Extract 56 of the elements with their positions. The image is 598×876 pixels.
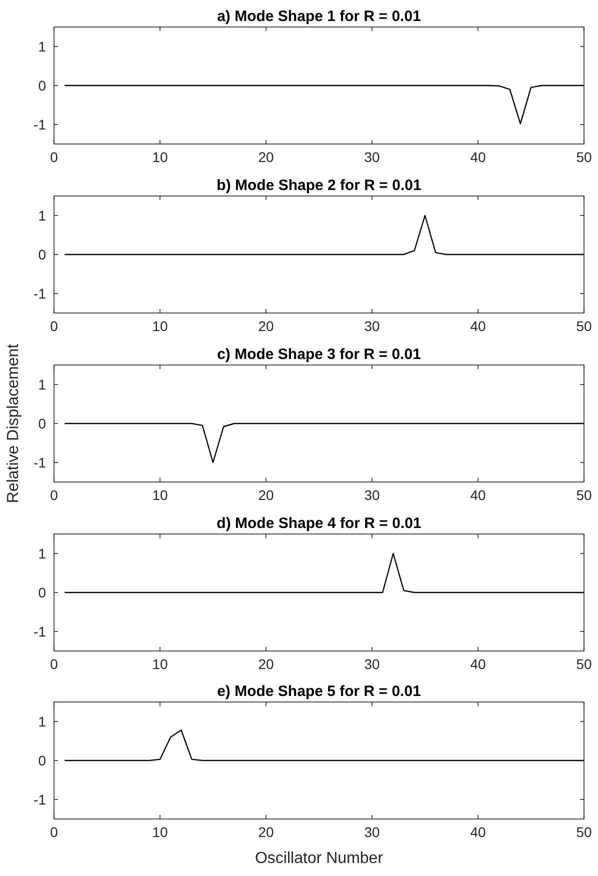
x-tick-label: 0 [50,318,58,334]
x-tick-label: 40 [470,318,486,334]
chart-title: a) Mode Shape 1 for R = 0.01 [217,8,421,25]
y-axis-title: Relative Displacement [5,343,22,504]
x-tick-label: 50 [576,487,592,503]
y-tick-label: 1 [38,546,46,562]
x-tick-label: 40 [470,487,486,503]
x-tick-label: 20 [258,487,274,503]
x-tick-label: 30 [364,149,380,165]
x-tick-label: 20 [258,824,274,840]
x-tick-label: 30 [364,318,380,334]
x-tick-label: 40 [470,824,486,840]
x-tick-label: 40 [470,149,486,165]
y-tick-label: 1 [38,714,46,730]
y-tick-label: -1 [34,454,46,470]
y-tick-label: -1 [34,792,46,808]
x-tick-label: 50 [576,656,592,672]
x-tick-label: 10 [152,824,168,840]
x-tick-label: 0 [50,656,58,672]
x-tick-label: 40 [470,656,486,672]
x-tick-label: 20 [258,149,274,165]
chart-title: b) Mode Shape 2 for R = 0.01 [216,177,422,194]
x-tick-label: 50 [576,149,592,165]
line-series [64,729,585,762]
chart-title: c) Mode Shape 3 for R = 0.01 [217,346,421,363]
y-tick-label: -1 [34,116,46,132]
y-tick-label: 1 [38,376,46,392]
x-tick-label: 0 [50,487,58,503]
y-tick-label: -1 [34,624,46,640]
line-series [64,84,585,124]
y-tick-label: 1 [38,208,46,224]
x-tick-label: 10 [152,656,168,672]
x-tick-label: 30 [364,487,380,503]
y-tick-label: 0 [38,78,46,94]
x-tick-label: 0 [50,149,58,165]
x-tick-label: 50 [576,824,592,840]
x-tick-label: 30 [364,824,380,840]
y-tick-label: 0 [38,246,46,262]
y-tick-label: 0 [38,752,46,768]
y-tick-label: 1 [38,38,46,54]
line-series [64,214,585,256]
x-tick-label: 20 [258,318,274,334]
line-series [64,422,585,464]
x-tick-label: 0 [50,824,58,840]
x-tick-label: 10 [152,318,168,334]
x-tick-label: 50 [576,318,592,334]
x-tick-label: 20 [258,656,274,672]
x-axis-title: Oscillator Number [254,850,384,867]
chart-title: d) Mode Shape 4 for R = 0.01 [216,515,422,532]
y-tick-label: -1 [34,286,46,302]
x-tick-label: 10 [152,149,168,165]
y-tick-label: 0 [38,584,46,600]
chart-title: e) Mode Shape 5 for R = 0.01 [217,683,421,700]
y-tick-label: 0 [38,416,46,432]
x-tick-label: 10 [152,487,168,503]
x-tick-label: 30 [364,656,380,672]
